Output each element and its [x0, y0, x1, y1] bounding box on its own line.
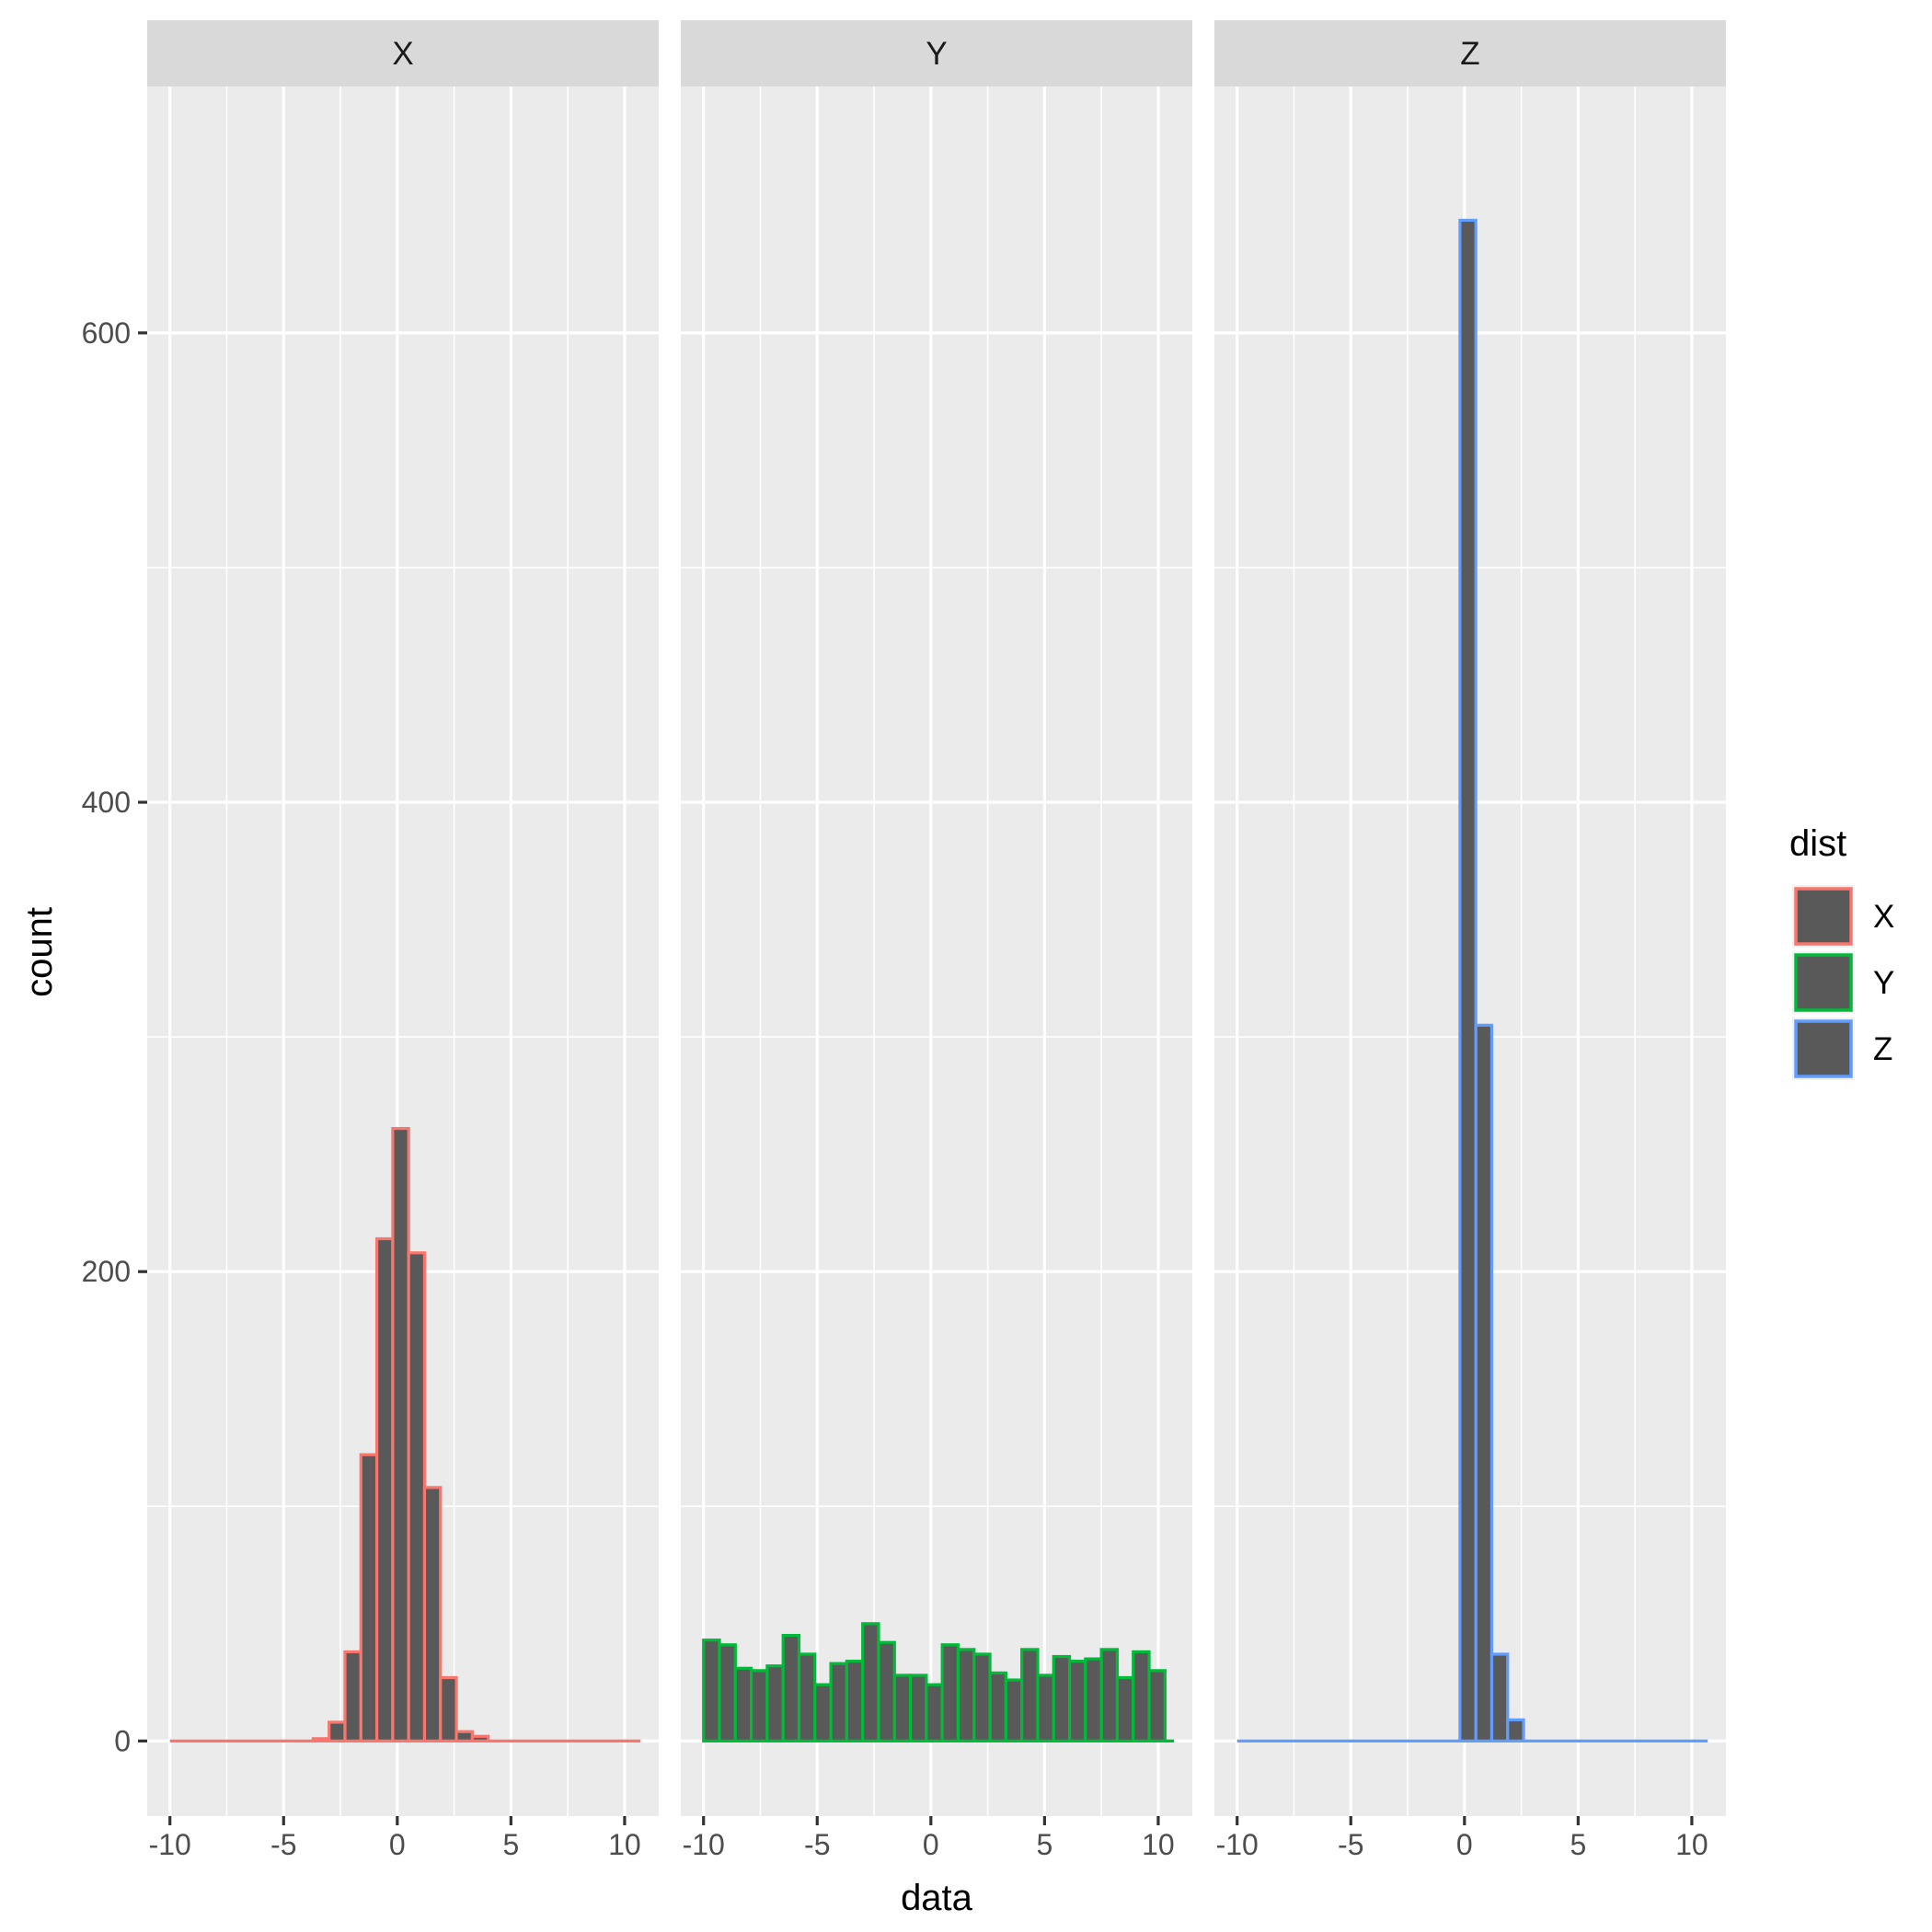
- x-axes: -10 -5 0 5 10 -10 -5 0 5 10 -10 -5 0 5 10: [149, 1816, 1708, 1861]
- histogram-bar: [1132, 1650, 1151, 1742]
- legend-label-x: X: [1873, 899, 1894, 935]
- histogram-bar: [702, 1639, 721, 1742]
- histogram-bar: [1115, 1675, 1135, 1742]
- panel-x: X: [147, 20, 659, 1816]
- facet-strip-label: Y: [926, 36, 947, 72]
- x-tick-label: -10: [149, 1828, 191, 1861]
- histogram-bar: [1020, 1648, 1040, 1742]
- x-tick-label: -10: [1216, 1828, 1259, 1861]
- x-tick-label: 5: [1036, 1828, 1052, 1861]
- histogram-bar: [1052, 1654, 1072, 1742]
- histogram-bar: [877, 1640, 896, 1742]
- histogram-bar: [861, 1622, 880, 1742]
- x-tick-label: 0: [923, 1828, 939, 1861]
- legend-keys: XYZ: [1792, 885, 1894, 1080]
- histogram-bar: [359, 1453, 379, 1742]
- x-tick-label: 0: [389, 1828, 406, 1861]
- y-axis-title: count: [19, 907, 60, 997]
- x-tick-label: 0: [1456, 1828, 1473, 1861]
- x-tick-label: -10: [683, 1828, 725, 1861]
- x-axis-y: -10 -5 0 5 10: [683, 1816, 1175, 1861]
- histogram-bar: [940, 1643, 960, 1742]
- legend-label-y: Y: [1873, 965, 1894, 1001]
- legend-key-y: [1794, 953, 1853, 1012]
- histogram-bar: [1474, 1023, 1494, 1742]
- x-axis-x: -10 -5 0 5 10: [149, 1816, 641, 1861]
- histogram-bar: [750, 1669, 769, 1742]
- panel-z: Z: [1214, 20, 1726, 1816]
- panel-y: Y: [681, 20, 1192, 1816]
- histogram-bar: [374, 1236, 395, 1742]
- x-tick-label: 10: [608, 1828, 641, 1861]
- histogram-bar: [1458, 218, 1478, 1742]
- x-tick-label: -5: [270, 1828, 296, 1861]
- histogram-bar: [892, 1673, 913, 1742]
- legend: dist XYZ: [1789, 823, 1894, 1080]
- legend-key-x: [1794, 887, 1853, 946]
- legend-label-z: Z: [1873, 1031, 1892, 1067]
- x-tick-label: 5: [502, 1828, 519, 1861]
- histogram-bar: [1147, 1669, 1167, 1742]
- x-tick-label: 10: [1142, 1828, 1175, 1861]
- histogram-bar: [718, 1643, 737, 1742]
- x-tick-label: 10: [1675, 1828, 1708, 1861]
- histogram-bar: [781, 1633, 801, 1742]
- histogram-bar: [439, 1675, 458, 1742]
- histogram-bar: [470, 1734, 490, 1742]
- histogram-bar: [1067, 1660, 1087, 1742]
- histogram-bar: [1036, 1673, 1055, 1742]
- histogram-bar: [956, 1648, 976, 1742]
- x-tick-label: -5: [804, 1828, 830, 1861]
- x-axis-title: data: [901, 1878, 973, 1918]
- legend-key-z: [1794, 1019, 1853, 1078]
- histogram-bar: [454, 1730, 474, 1742]
- histogram-bar: [391, 1126, 410, 1742]
- x-axis-z: -10 -5 0 5 10: [1216, 1816, 1708, 1861]
- panel-background: [681, 86, 1192, 1816]
- histogram-bar: [311, 1737, 331, 1742]
- histogram-bar: [1004, 1678, 1024, 1742]
- panels-layer: X Y Z: [147, 20, 1726, 1816]
- histogram-bar: [829, 1662, 848, 1742]
- histogram-bar: [1099, 1648, 1120, 1742]
- histogram-bar: [925, 1683, 944, 1742]
- histogram-bar: [407, 1251, 427, 1742]
- histogram-bar: [845, 1660, 865, 1742]
- histogram-bar: [1489, 1652, 1510, 1742]
- histogram-bar: [328, 1720, 347, 1742]
- facet-strip: [147, 20, 659, 86]
- facet-strip: [681, 20, 1192, 86]
- y-tick-label: 200: [82, 1255, 131, 1288]
- histogram-bar: [733, 1666, 753, 1742]
- histogram-bar: [908, 1673, 928, 1742]
- facet-strip-label: Z: [1460, 36, 1479, 72]
- legend-title: dist: [1789, 823, 1846, 864]
- histogram-bar: [813, 1683, 833, 1742]
- histogram-bar: [1506, 1718, 1525, 1742]
- histogram-bar: [988, 1671, 1007, 1742]
- y-tick-label: 0: [114, 1724, 131, 1757]
- x-tick-label: -5: [1338, 1828, 1363, 1861]
- histogram-bar: [972, 1652, 992, 1742]
- x-tick-label: 5: [1570, 1828, 1586, 1861]
- facet-strip: [1214, 20, 1726, 86]
- y-tick-label: 600: [82, 316, 131, 350]
- facet-strip-label: X: [392, 36, 413, 72]
- histogram-bar: [797, 1652, 817, 1742]
- histogram-bar: [1084, 1657, 1103, 1742]
- histogram-bar: [422, 1486, 443, 1742]
- y-tick-label: 400: [82, 786, 131, 819]
- histogram-bar: [765, 1664, 785, 1742]
- histogram-bar: [343, 1650, 362, 1742]
- y-axis: 0 200 400 600: [82, 316, 147, 1757]
